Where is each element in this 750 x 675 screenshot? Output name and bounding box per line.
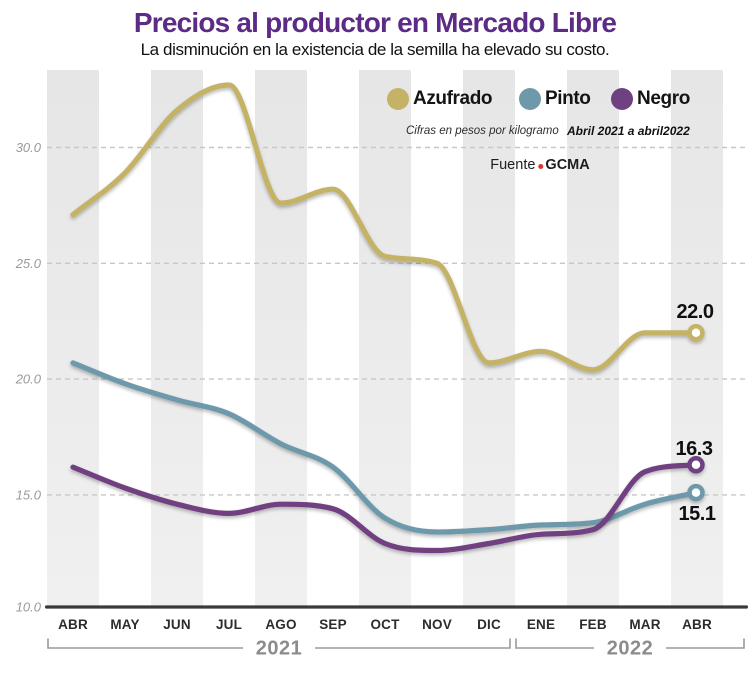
series-line-negro [70, 462, 700, 554]
end-value-negro: 16.3 [675, 438, 713, 460]
x-tick-label: FEB [579, 617, 607, 632]
legend-label-azufrado: Azufrado [413, 88, 493, 109]
y-tick-label: 25.0 [15, 256, 42, 271]
legend-swatch-pinto-icon [519, 88, 541, 110]
x-tick-label: DIC [477, 617, 501, 632]
y-tick-label: 30.0 [16, 140, 42, 155]
source-bullet-icon [538, 163, 544, 169]
x-tick-label: JUL [216, 617, 242, 632]
y-tick-label: 20.0 [15, 372, 42, 387]
series-negro [70, 456, 705, 554]
x-tick-label: SEP [319, 617, 347, 632]
month-band [203, 70, 255, 607]
year-bracket [515, 638, 745, 649]
x-tick-label: JUN [163, 617, 191, 632]
end-marker-azufrado [687, 324, 705, 342]
series-lines [70, 82, 705, 554]
y-axis-labels: 30.0 25.0 20.0 15.0 10.0 [15, 140, 42, 615]
x-axis-line [45, 605, 748, 609]
series-line-pinto [70, 360, 700, 535]
month-band [47, 70, 99, 607]
x-tick-label: ENE [527, 617, 555, 632]
legend-item-pinto: Pinto [519, 88, 591, 110]
x-tick-label: ABR [58, 617, 88, 632]
x-axis [45, 605, 748, 609]
legend-label-negro: Negro [637, 88, 690, 109]
x-axis-labels: ABR MAY JUN JUL AGO SEP OCT NOV DIC ENE FEB MAR ABR [58, 617, 712, 632]
month-band [619, 70, 671, 607]
month-band [255, 70, 307, 607]
x-tick-label: OCT [370, 617, 400, 632]
source-prefix: Fuente [490, 157, 536, 173]
legend-swatch-azufrado-icon [387, 88, 409, 110]
end-marker-negro [687, 456, 705, 474]
y-tick-label: 10.0 [16, 600, 42, 615]
legend-swatch-negro-icon [611, 88, 633, 110]
legend-item-negro: Negro [611, 88, 690, 110]
series-pinto [70, 360, 705, 535]
legend-label-pinto: Pinto [545, 88, 591, 109]
x-tick-label: ABR [682, 617, 712, 632]
end-value-azufrado: 22.0 [676, 301, 714, 323]
legend-item-azufrado: Azufrado [387, 88, 493, 110]
chart-title: Precios al productor en Mercado Libre [133, 7, 617, 38]
year-bracket [47, 638, 511, 649]
year-label: 2021 [256, 638, 303, 660]
x-tick-label: MAY [110, 617, 139, 632]
x-tick-label: AGO [265, 617, 296, 632]
series-line-azufrado [70, 82, 700, 373]
x-tick-label: NOV [422, 617, 452, 632]
period-note: Abril 2021 a abril2022 [567, 124, 690, 138]
month-bands [47, 70, 723, 607]
year-brackets: 2021 2022 [47, 638, 745, 660]
series-azufrado [70, 82, 705, 373]
end-marker-pinto [687, 483, 705, 502]
chart-legend: Azufrado Pinto Negro [0, 88, 750, 112]
month-band [99, 70, 151, 607]
chart-subtitle: La disminución en la existencia de la se… [140, 40, 610, 59]
month-band [411, 70, 463, 607]
month-band [151, 70, 203, 607]
source-name: GCMA [545, 157, 590, 173]
month-band [307, 70, 359, 607]
x-tick-label: MAR [629, 617, 660, 632]
end-value-pinto: 15.1 [678, 503, 716, 525]
units-note: Cifras en pesos por kilogramo [406, 125, 559, 137]
y-tick-label: 15.0 [16, 487, 42, 502]
year-label: 2022 [607, 638, 654, 660]
month-band [515, 70, 567, 607]
source-credit: Fuente GCMA [490, 157, 589, 173]
